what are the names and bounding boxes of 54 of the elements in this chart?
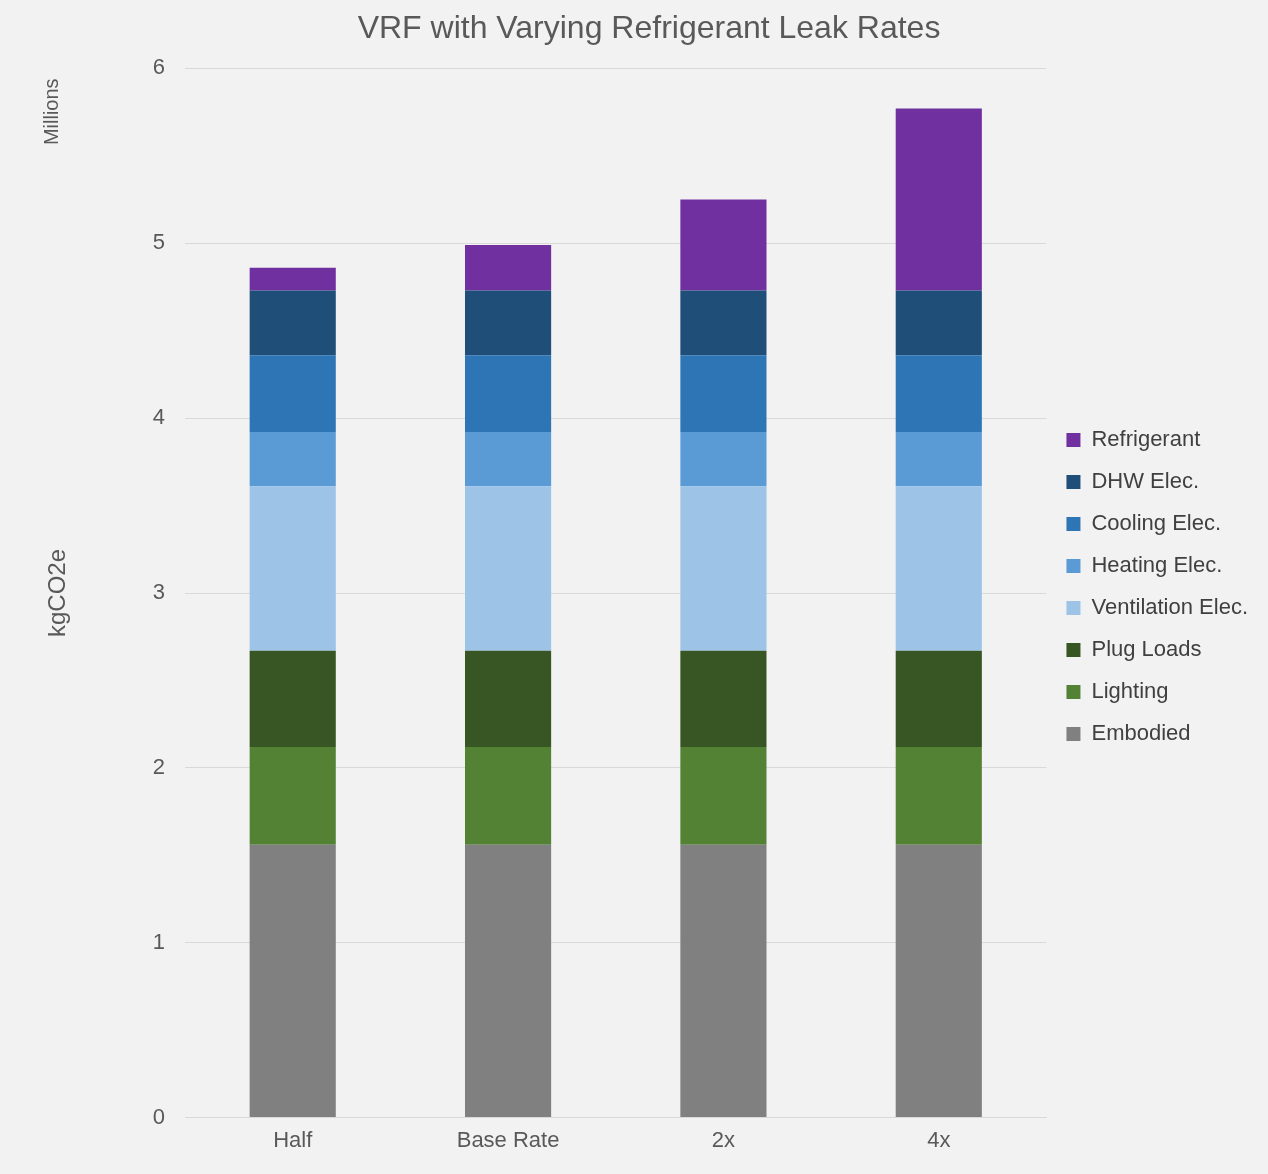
bar <box>465 650 552 747</box>
x-tick-label: 2x <box>711 1126 736 1152</box>
bar <box>895 108 982 291</box>
bar <box>465 355 552 433</box>
bar <box>249 650 336 747</box>
bar <box>249 267 336 291</box>
y-tick-label: 0 <box>152 1103 166 1129</box>
bar <box>249 844 336 1118</box>
bar <box>895 650 982 747</box>
bar <box>465 245 552 291</box>
text: Millions <box>39 78 62 146</box>
bar <box>249 486 336 651</box>
legend-label: DHW Elec. <box>1091 468 1200 494</box>
bar <box>680 199 767 291</box>
y-axis-title: kgCO2e <box>43 548 71 638</box>
bar <box>465 746 552 845</box>
x-tick-label: 4x <box>927 1126 951 1152</box>
legend-label: Refrigerant <box>1091 426 1201 452</box>
y-tick-label: 1 <box>152 928 166 954</box>
bar <box>465 432 552 487</box>
bar <box>249 290 336 356</box>
bar <box>249 432 336 487</box>
bar <box>895 355 982 433</box>
bar <box>465 486 552 651</box>
legend-label: Ventilation Elec. <box>1091 594 1248 620</box>
chart-title: VRF with Varying Refrigerant Leak Rates <box>357 9 941 46</box>
bar <box>895 844 982 1118</box>
legend-label: Cooling Elec. <box>1091 510 1222 536</box>
bar <box>895 486 982 651</box>
bar <box>680 290 767 356</box>
bar <box>680 355 767 433</box>
legend-label: Plug Loads <box>1091 636 1202 662</box>
bar <box>249 746 336 845</box>
bar <box>680 432 767 487</box>
legend-label: Lighting <box>1091 678 1169 704</box>
bar <box>465 844 552 1118</box>
bar <box>249 355 336 433</box>
y-tick-label: 2 <box>152 753 166 779</box>
y-tick-label: 3 <box>152 579 166 605</box>
bar <box>895 290 982 356</box>
bar <box>680 746 767 845</box>
bar <box>465 290 552 356</box>
legend-label: Heating Elec. <box>1091 552 1223 578</box>
bar <box>680 844 767 1118</box>
y-tick-label: 5 <box>152 229 166 255</box>
bar <box>680 650 767 747</box>
bar <box>895 746 982 845</box>
x-tick-label: Base Rate <box>456 1126 560 1152</box>
x-tick-label: Half <box>273 1126 314 1152</box>
bar <box>680 486 767 651</box>
y-tick-label: 6 <box>152 54 166 80</box>
y-tick-label: 4 <box>152 404 166 430</box>
legend-label: Embodied <box>1091 720 1191 746</box>
bar <box>895 432 982 487</box>
